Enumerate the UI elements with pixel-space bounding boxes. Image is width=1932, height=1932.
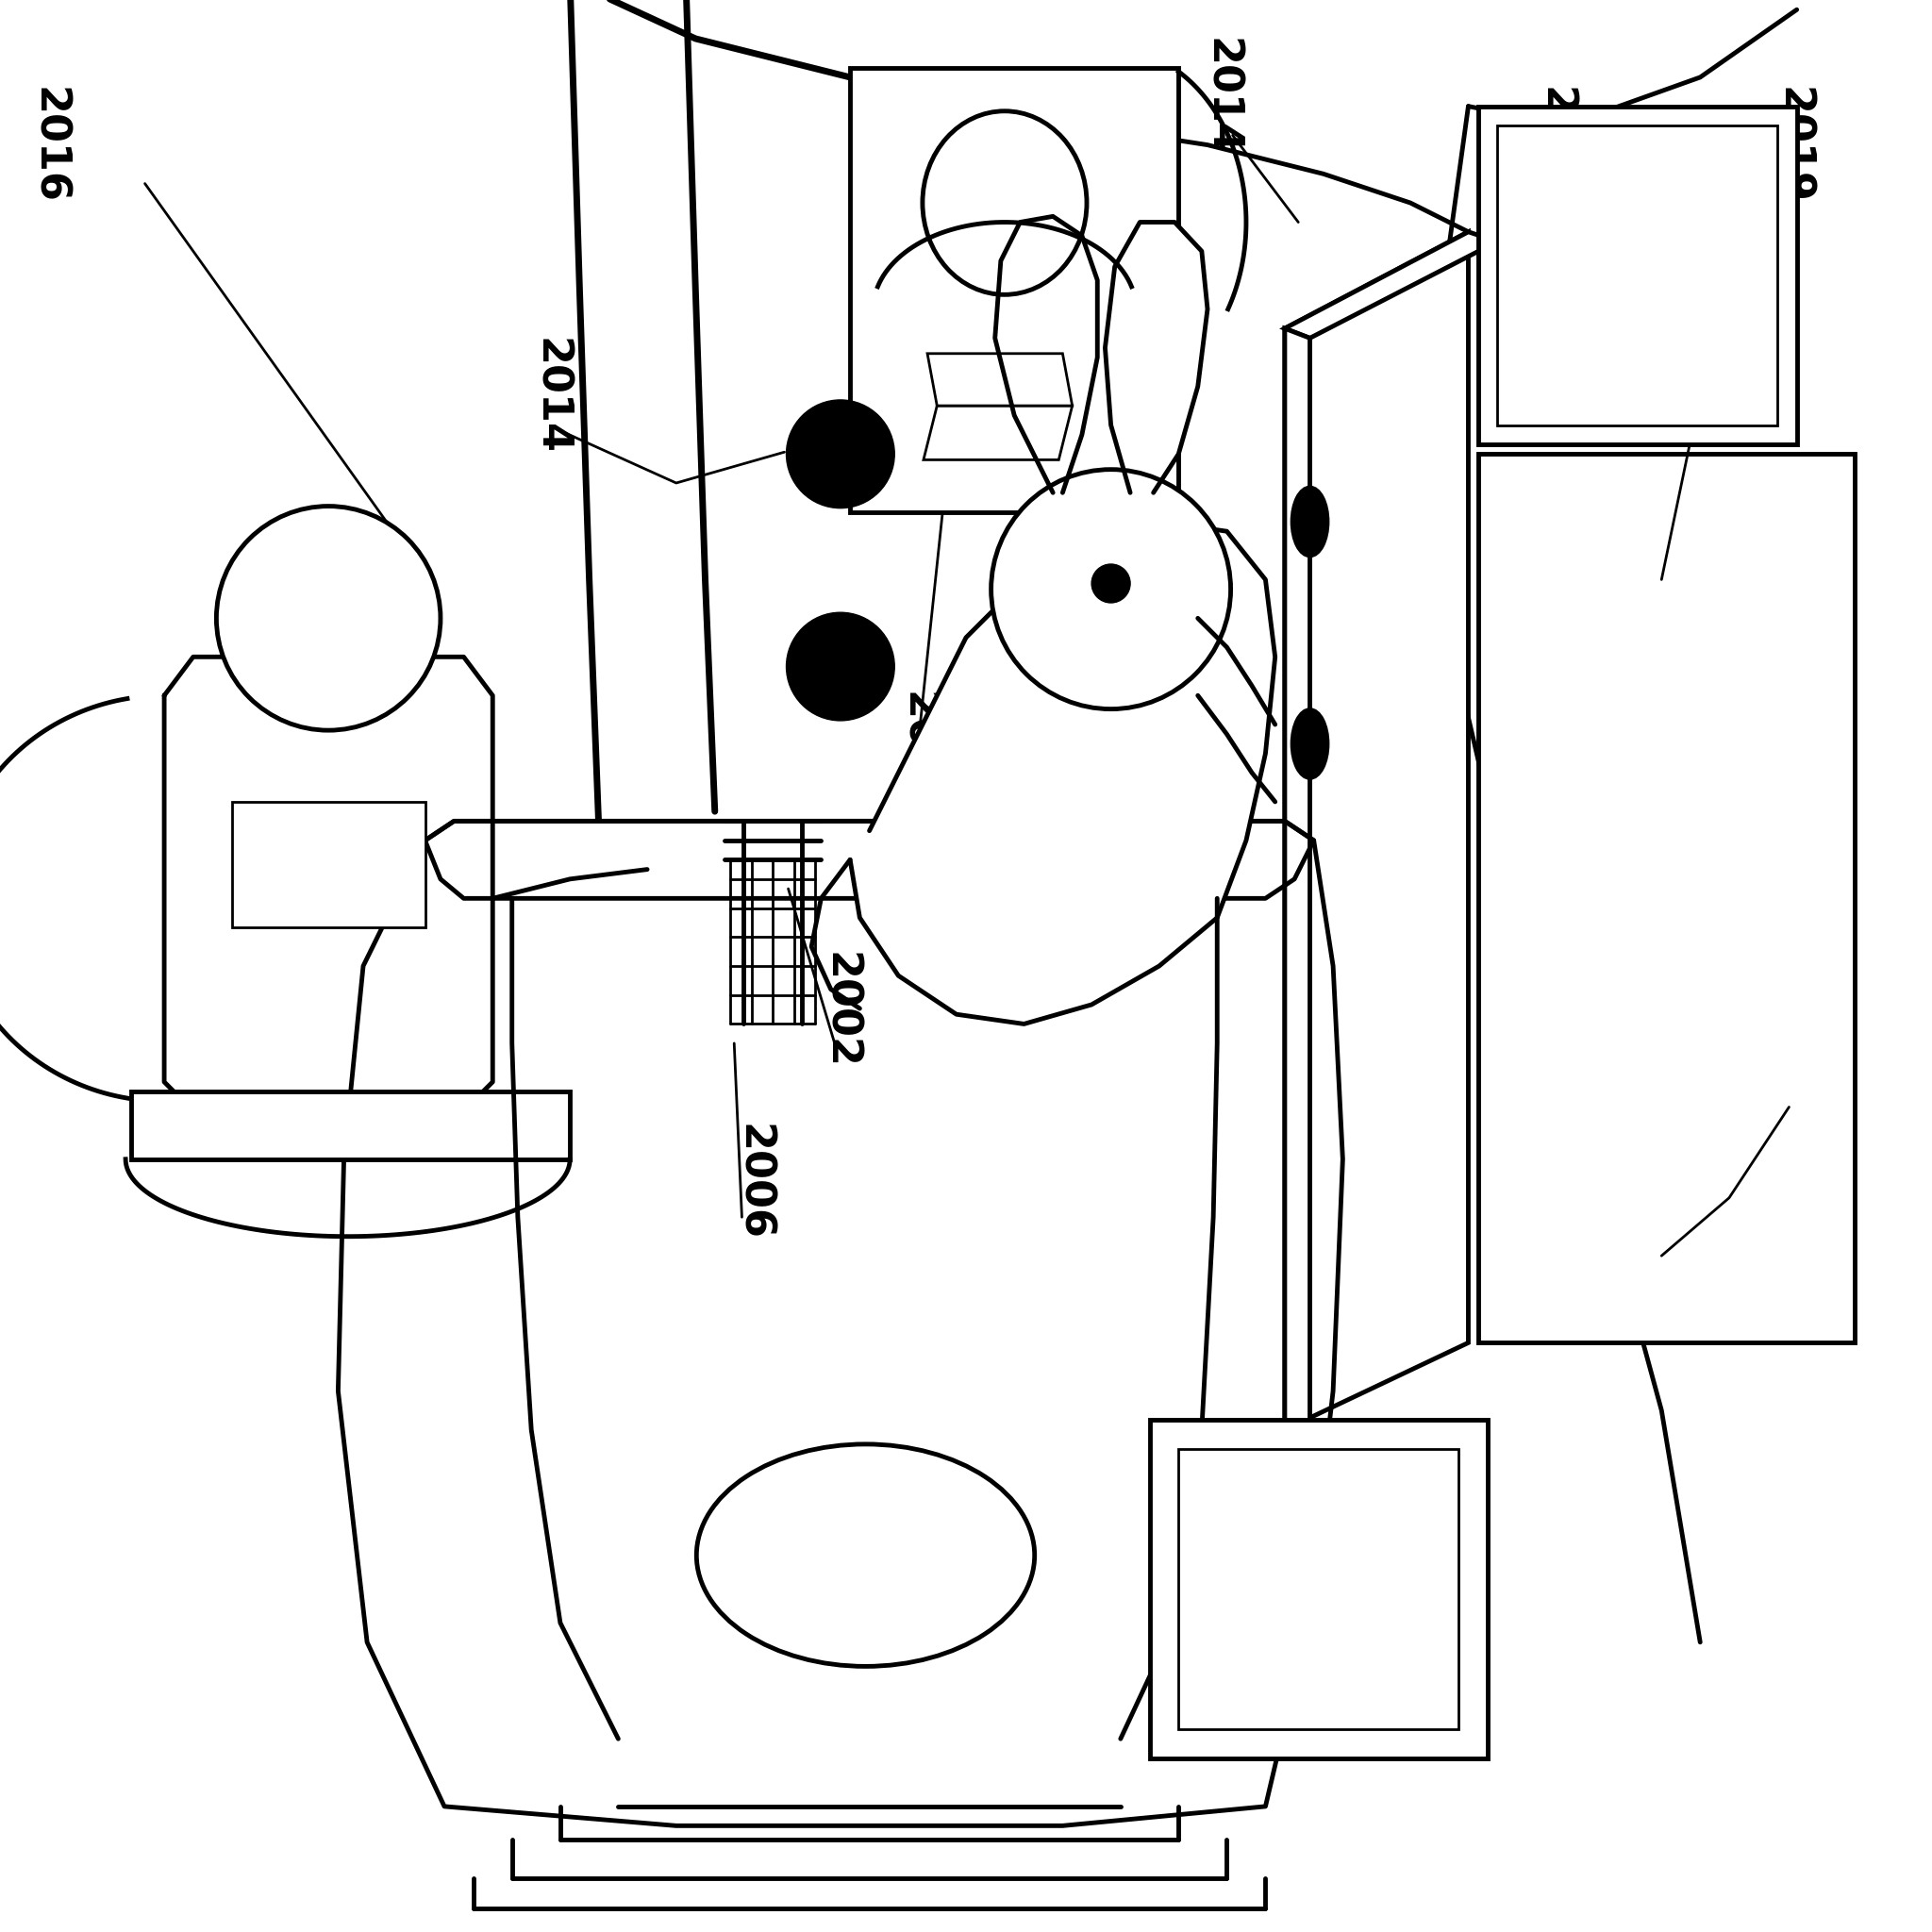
Text: 2006: 2006 bbox=[734, 1124, 773, 1240]
Text: 2020: 2020 bbox=[1536, 87, 1575, 203]
Circle shape bbox=[786, 400, 895, 508]
Text: 2019: 2019 bbox=[1774, 87, 1812, 203]
Ellipse shape bbox=[1293, 487, 1327, 556]
Circle shape bbox=[786, 612, 895, 721]
Polygon shape bbox=[1285, 232, 1468, 1430]
Polygon shape bbox=[923, 406, 1072, 460]
Bar bbox=[232, 802, 425, 927]
Bar bbox=[1179, 1449, 1459, 1729]
Circle shape bbox=[216, 506, 440, 730]
Polygon shape bbox=[927, 354, 1072, 406]
Polygon shape bbox=[425, 821, 1314, 898]
Polygon shape bbox=[1285, 232, 1497, 338]
Polygon shape bbox=[164, 657, 493, 1111]
Polygon shape bbox=[850, 522, 1275, 1024]
Polygon shape bbox=[1285, 328, 1310, 1439]
Polygon shape bbox=[131, 1092, 570, 1159]
Ellipse shape bbox=[697, 1445, 1036, 1665]
Text: 2002: 2002 bbox=[821, 952, 860, 1068]
Text: 2008: 2008 bbox=[898, 692, 937, 808]
Text: 2016: 2016 bbox=[29, 87, 68, 203]
Polygon shape bbox=[338, 821, 1343, 1826]
Ellipse shape bbox=[1293, 711, 1327, 777]
Bar bbox=[1478, 106, 1797, 444]
Bar bbox=[850, 68, 1179, 512]
Text: 2014: 2014 bbox=[1202, 39, 1240, 155]
Text: 2003: 2003 bbox=[1787, 1014, 1826, 1130]
Circle shape bbox=[991, 469, 1231, 709]
Ellipse shape bbox=[923, 110, 1086, 294]
Bar bbox=[1150, 1420, 1488, 1758]
Polygon shape bbox=[995, 216, 1097, 493]
Bar bbox=[1497, 126, 1777, 425]
Text: 2001: 2001 bbox=[1111, 106, 1150, 222]
Polygon shape bbox=[1105, 222, 1208, 493]
Text: 2014: 2014 bbox=[531, 338, 570, 454]
Bar bbox=[1478, 454, 1855, 1343]
Circle shape bbox=[1092, 564, 1130, 603]
